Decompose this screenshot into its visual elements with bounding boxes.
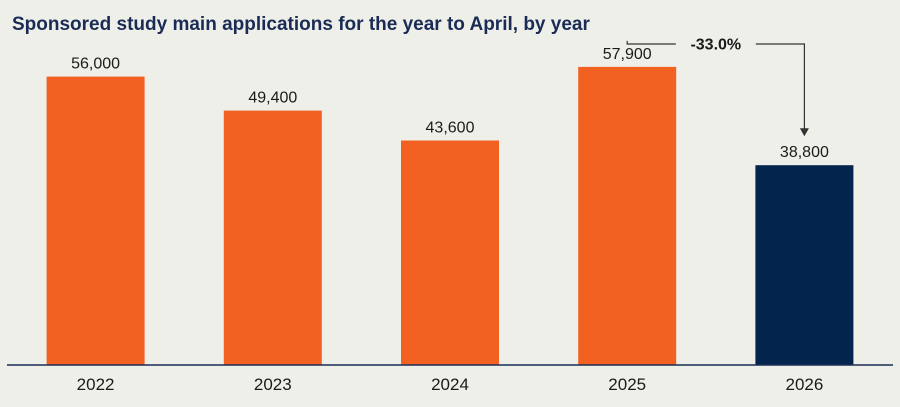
bar-2022 xyxy=(46,76,145,365)
value-label-2023: 49,400 xyxy=(248,90,297,107)
bar-2026 xyxy=(755,165,854,365)
x-tick-label-2023: 2023 xyxy=(254,375,292,394)
x-tick-label-2025: 2025 xyxy=(608,375,646,394)
annotation-arrowhead xyxy=(799,128,809,137)
value-label-2024: 43,600 xyxy=(426,120,475,137)
value-label-2025: 57,900 xyxy=(603,46,652,63)
change-label: -33.0% xyxy=(690,37,741,54)
x-tick-label-2022: 2022 xyxy=(77,375,115,394)
chart-title: Sponsored study main applications for th… xyxy=(12,14,590,35)
change-annotation: -33.0% xyxy=(626,37,809,137)
value-label-2026: 38,800 xyxy=(780,144,829,161)
x-tick-label-2024: 2024 xyxy=(431,375,469,394)
annotation-bracket-left xyxy=(626,40,676,45)
annotation-bracket-right xyxy=(755,43,805,130)
x-tick-label-2026: 2026 xyxy=(785,375,823,394)
bar-2024 xyxy=(401,140,499,365)
value-label-2022: 56,000 xyxy=(71,56,120,73)
bars-layer: 56,000 2022 49,400 2023 43,600 2024 57,900 2025… xyxy=(46,46,854,394)
bar-2025 xyxy=(578,66,677,366)
bar-2023 xyxy=(223,110,322,365)
